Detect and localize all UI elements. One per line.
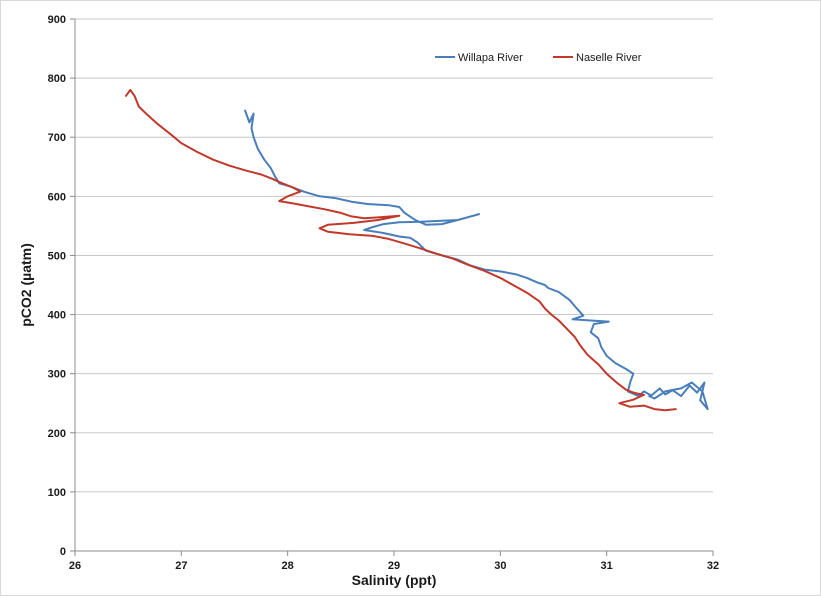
x-tick-label: 27	[175, 560, 187, 572]
y-tick-label: 700	[48, 132, 66, 144]
grid-lines	[75, 18, 713, 493]
x-tick-label: 28	[282, 560, 294, 572]
legend-label-naselle-river: Naselle River	[576, 52, 642, 64]
legend: Willapa River Naselle River	[435, 52, 642, 64]
y-axis-title: pCO2 (µatm)	[18, 243, 34, 327]
x-tick-label: 29	[388, 560, 400, 572]
x-tick-labels: 26 27 28 29 30 31 32	[69, 551, 719, 572]
y-tick-label: 0	[60, 546, 66, 558]
axes	[74, 19, 713, 552]
y-tick-label: 500	[48, 250, 66, 262]
series-lines	[125, 88, 709, 412]
y-tick-label: 100	[48, 487, 66, 499]
y-tick-label: 200	[48, 428, 66, 440]
y-tick-label: 800	[48, 73, 66, 85]
y-tick-label: 900	[48, 14, 66, 26]
x-axis-title: Salinity (ppt)	[352, 572, 437, 588]
y-tick-label: 400	[48, 310, 66, 322]
y-tick-label: 600	[48, 191, 66, 203]
x-tick-label: 30	[494, 560, 506, 572]
x-tick-label: 31	[601, 560, 613, 572]
series-line-naselle-river	[125, 88, 677, 412]
y-tick-label: 300	[48, 369, 66, 381]
x-tick-label: 32	[707, 560, 719, 572]
y-tick-labels: 0 100 200 300 400 500 600 700 800 900	[48, 14, 75, 558]
x-tick-label: 26	[69, 560, 81, 572]
legend-label-willapa-river: Willapa River	[458, 52, 523, 64]
series-line-willapa-river	[244, 109, 709, 411]
